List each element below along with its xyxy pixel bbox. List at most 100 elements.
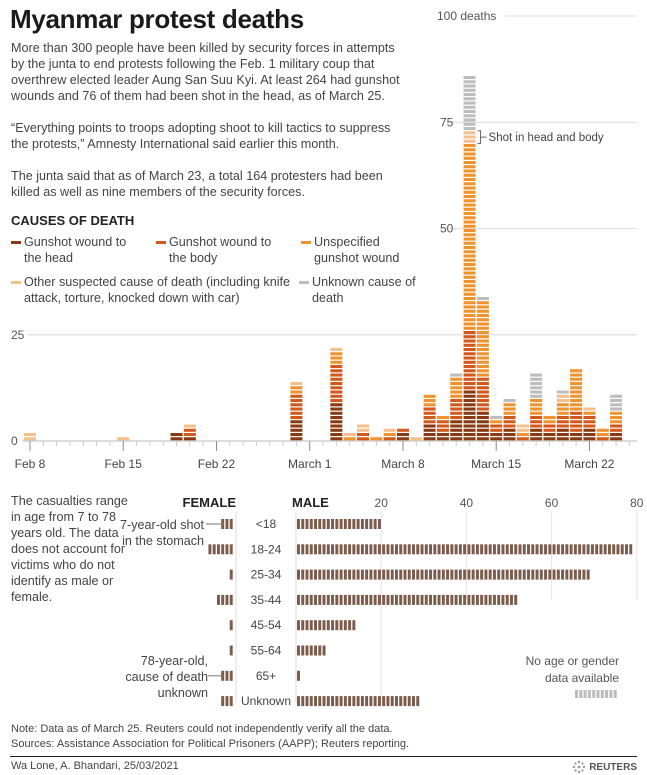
bar-unit-unspecified <box>463 258 476 262</box>
legend-swatch-unknown <box>299 281 309 284</box>
male-bar-unit <box>458 569 462 580</box>
male-bar-unit <box>369 544 373 555</box>
male-bar-unit <box>305 696 309 707</box>
bar-unit-body <box>330 377 343 381</box>
male-bar-unit <box>373 696 377 707</box>
bar-unit-other <box>117 437 130 441</box>
bar-unit-unspecified <box>343 437 356 441</box>
male-bar-unit <box>416 696 420 707</box>
male-bar-unit <box>390 594 394 605</box>
age-label: 18-24 <box>251 542 282 556</box>
annotation-old: 78-year-old, cause of death unknown <box>125 654 208 700</box>
bar-unit-head <box>556 437 569 441</box>
bar-unit-unspecified <box>530 411 543 415</box>
note-text: Note: Data as of March 25. Reuters could… <box>11 723 393 735</box>
male-bar-unit <box>565 569 569 580</box>
male-bar-unit <box>314 544 317 555</box>
male-bar-unit <box>314 594 317 605</box>
sources-text: Sources: Assistance Association for Poli… <box>11 738 410 750</box>
male-bar-unit <box>365 519 369 529</box>
legend-swatch-other <box>11 281 21 284</box>
legend-item-unknown: Unknown cause of death <box>299 274 419 306</box>
bar-unit-unknown <box>530 390 543 394</box>
male-bar-unit <box>407 569 411 580</box>
age-label: 65+ <box>256 669 276 683</box>
bar-unit-unspecified <box>463 165 476 169</box>
bar-unit-unspecified <box>610 420 623 424</box>
bar-unit-body <box>183 433 196 437</box>
bar-unit-body <box>543 424 556 428</box>
male-bar-unit <box>620 544 624 555</box>
bar-unit-unknown <box>463 114 476 118</box>
male-bar-unit <box>616 544 620 555</box>
bar-unit-body <box>330 369 343 373</box>
male-bar-unit <box>305 620 309 631</box>
male-bar-unit <box>463 569 467 580</box>
female-bar-unit <box>229 620 233 631</box>
bar-unit-body <box>330 365 343 369</box>
male-bar-unit <box>467 594 471 605</box>
bar-unit-unspecified <box>463 314 476 318</box>
no-data-label: No age or gender <box>526 654 619 668</box>
male-bar-unit <box>326 594 330 605</box>
male-bar-unit <box>339 544 343 555</box>
bar-unit-unspecified <box>476 305 489 309</box>
bar-unit-body <box>423 407 436 411</box>
male-bar-unit <box>403 569 407 580</box>
bar-unit-head <box>463 433 476 437</box>
bar-unit-unspecified <box>463 297 476 301</box>
male-bar-unit <box>492 544 496 555</box>
male-bar-unit <box>446 544 450 555</box>
male-bar-unit <box>412 696 415 707</box>
female-bar-unit <box>229 670 233 681</box>
bar-unit-body <box>556 424 569 428</box>
bar-unit-body <box>596 437 609 441</box>
male-bar-unit <box>603 544 607 555</box>
male-bar-unit <box>488 569 492 580</box>
male-bar-unit <box>301 696 305 707</box>
male-bar-unit <box>309 594 313 605</box>
male-bar-unit <box>339 696 343 707</box>
male-bar-unit <box>458 544 462 555</box>
bar-unit-unspecified <box>503 407 516 411</box>
byline: Wa Lone, A. Bhandari, 25/03/2021 <box>11 760 179 772</box>
male-bar-unit <box>573 544 577 555</box>
bar-unit-unspecified <box>383 433 396 437</box>
bar-unit-head <box>610 433 623 437</box>
male-bar-unit <box>463 594 467 605</box>
bar-unit-unknown <box>610 399 623 403</box>
male-bar-unit <box>369 569 373 580</box>
male-bar-unit <box>377 544 381 555</box>
bar-unit-unspecified <box>463 233 476 237</box>
bar-unit-unspecified <box>463 318 476 322</box>
bar-unit-unspecified <box>463 156 476 160</box>
female-bar-unit <box>229 519 233 529</box>
male-bar-unit <box>326 569 330 580</box>
bar-unit-unknown <box>463 118 476 122</box>
bar-unit-head <box>290 420 303 424</box>
male-bar-unit <box>352 594 356 605</box>
bar-unit-other <box>463 131 476 135</box>
bar-unit-unspecified <box>450 394 463 398</box>
bar-unit-unspecified <box>463 241 476 245</box>
x-tick-label: Feb 15 <box>105 457 143 471</box>
bar-unit-head <box>396 437 409 441</box>
bar-unit-head <box>290 433 303 437</box>
male-bar-unit <box>488 544 492 555</box>
male-bar-unit <box>365 696 369 707</box>
male-bar-unit <box>416 544 420 555</box>
male-bar-unit <box>441 544 445 555</box>
male-bar-unit <box>305 569 309 580</box>
bar-unit-unspecified <box>476 339 489 343</box>
bar-unit-body <box>450 411 463 415</box>
male-bar-unit <box>514 594 518 605</box>
male-bar-unit <box>335 519 339 529</box>
bar-unit-head <box>530 428 543 432</box>
bar-unit-body <box>463 339 476 343</box>
bar-unit-unspecified <box>463 169 476 173</box>
no-data-bar-unit <box>587 690 591 698</box>
male-bar-unit <box>331 594 335 605</box>
bar-unit-head <box>450 428 463 432</box>
male-bar-unit <box>454 544 458 555</box>
bar-unit-unspecified <box>476 301 489 305</box>
